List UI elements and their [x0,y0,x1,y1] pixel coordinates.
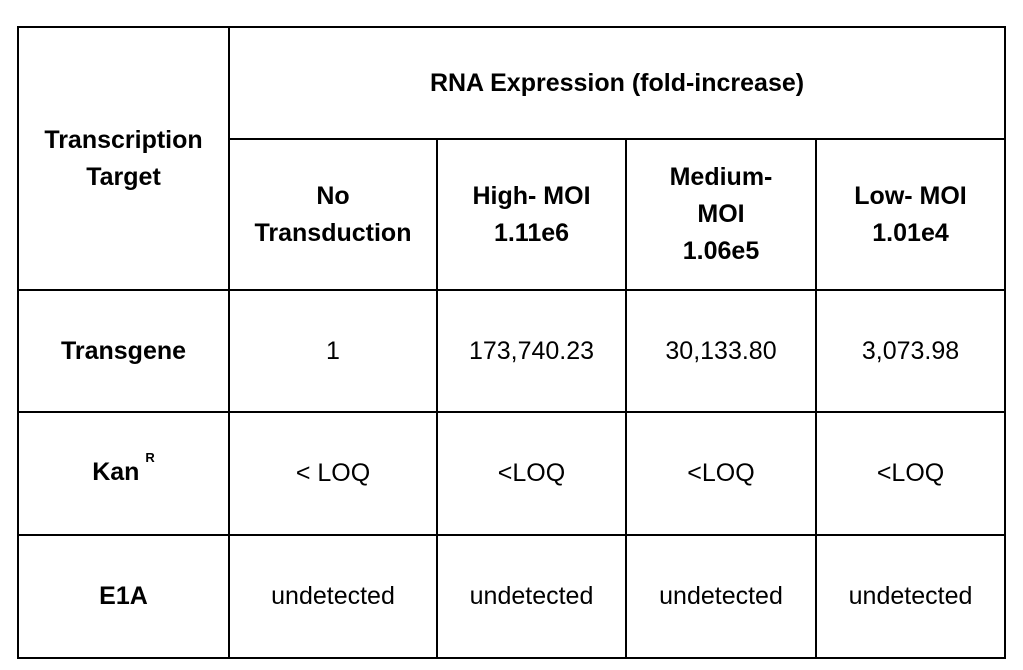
column-header-line: 1.06e5 [682,237,760,265]
table-row-e1a: E1A undetected undetected undetected und… [17,534,1007,659]
table-cell: 173,740.23 [436,289,627,413]
row-label-cell: E1A [17,534,230,659]
column-header-line: MOI [697,200,745,228]
column-header-high-moi: High- MOI 1.11e6 [436,138,627,291]
table-cell: 1 [228,289,438,413]
table-cell: 30,133.80 [625,289,817,413]
table-cell: undetected [228,534,438,659]
group-header-row: Transcription Target RNA Expression (fol… [17,26,1007,291]
column-header-line: Medium- [669,163,773,191]
table-cell: undetected [625,534,817,659]
row-label: E1A [99,582,148,610]
table-cell: < LOQ [228,411,438,536]
column-header-line: High- MOI [472,181,591,210]
column-header-line: No [316,181,350,210]
row-label-superscript: R [145,449,155,465]
table-cell: <LOQ [625,411,817,536]
corner-header-line-2: Target [86,162,161,191]
table-cell: 3,073.98 [814,289,1007,413]
column-header-low-moi: Low- MOI 1.01e4 [814,138,1007,291]
table-cell: undetected [814,534,1007,659]
column-header-line: Transduction [254,218,412,247]
column-header-line: 1.11e6 [493,218,570,247]
table-cell: undetected [436,534,627,659]
table-row-kanr: Kan R < LOQ <LOQ <LOQ <LOQ [17,411,1007,536]
column-header-no-transduction: No Transduction [228,138,438,291]
table-cell: <LOQ [814,411,1007,536]
group-header-label: RNA Expression (fold-increase) [429,68,805,97]
row-label-cell: Transgene [17,289,230,413]
column-header-line: 1.01e4 [872,218,949,247]
table-cell: <LOQ [436,411,627,536]
group-header-cell: RNA Expression (fold-increase) [227,26,1007,140]
table-row-transgene: Transgene 1 173,740.23 30,133.80 3,073.9… [17,289,1007,413]
row-label: Transgene [60,336,187,365]
corner-header-cell: Transcription Target [17,26,230,291]
row-label: Kan [92,457,140,486]
row-label-cell: Kan R [17,411,230,536]
corner-header-line-1: Transcription [44,125,203,154]
column-header-medium-moi: Medium- MOI 1.06e5 [625,138,817,291]
rna-expression-table: Transcription Target RNA Expression (fol… [17,26,1007,659]
column-header-row: No Transduction High- MOI 1.11e6 Medium-… [18,138,1007,291]
column-header-line: Low- MOI [854,181,967,210]
